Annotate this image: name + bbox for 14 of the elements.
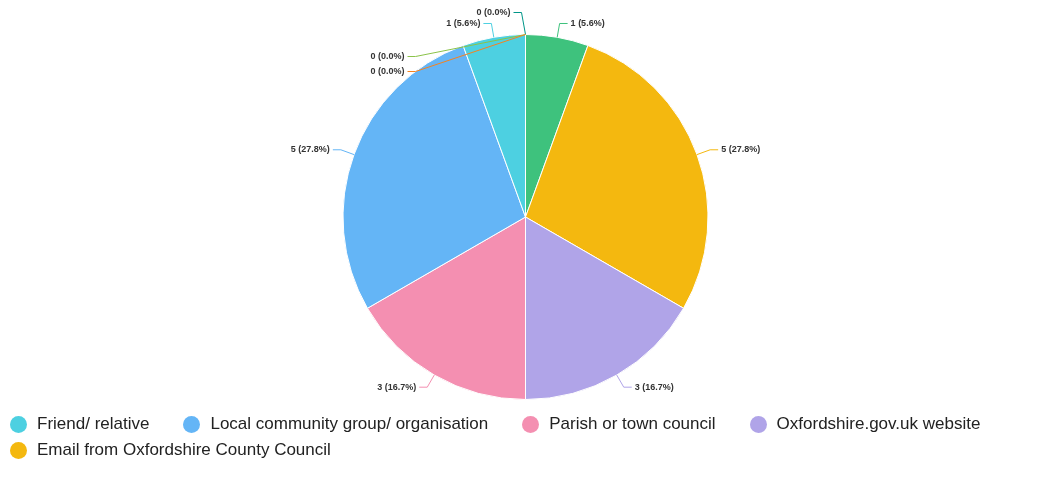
text: 0 (0.0%) bbox=[370, 50, 405, 61]
data-label: 3 (16.7%) bbox=[634, 381, 674, 392]
legend-label: Friend/ relative bbox=[37, 414, 150, 434]
data-label: 5 (27.8%) bbox=[290, 144, 330, 155]
legend-label: Oxfordshire.gov.uk website bbox=[776, 414, 981, 434]
legend-label: Local community group/ organisation bbox=[210, 414, 489, 434]
data-label: 5 (27.8%) bbox=[721, 144, 761, 155]
legend-label: Parish or town council bbox=[549, 414, 716, 434]
legend-label: Email from Oxfordshire County Council bbox=[37, 440, 331, 460]
data-label: 1 (5.6%) bbox=[570, 17, 605, 28]
data-label: 1 (5.6%) bbox=[446, 17, 481, 28]
data-label: 3 (16.7%) bbox=[377, 381, 417, 392]
text: 0 (0.0%) bbox=[476, 6, 511, 17]
text: 0 (0.0%) bbox=[370, 65, 405, 76]
